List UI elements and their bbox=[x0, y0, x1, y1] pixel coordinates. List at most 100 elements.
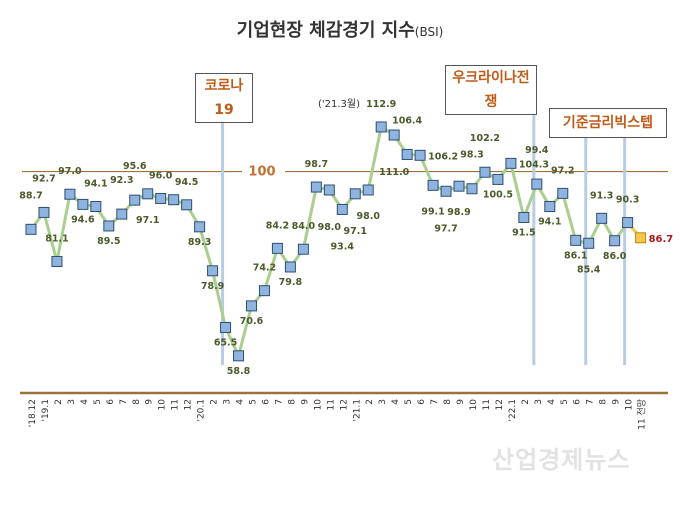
data-label: 98.0 bbox=[318, 222, 342, 233]
data-label: 98.9 bbox=[447, 207, 470, 218]
x-tick-label: 7 bbox=[430, 399, 440, 405]
data-marker bbox=[142, 188, 154, 200]
x-tick-label: 6 bbox=[106, 399, 116, 405]
data-marker bbox=[310, 181, 322, 193]
data-label: 94.1 bbox=[538, 216, 561, 227]
x-tick-label: '21.1 bbox=[352, 399, 362, 422]
data-label: 94.5 bbox=[175, 177, 198, 188]
x-tick-label: 12 bbox=[495, 399, 505, 410]
x-tick-label: 8 bbox=[599, 399, 609, 405]
x-tick-label: 2 bbox=[521, 399, 531, 405]
data-label: 97.1 bbox=[136, 215, 159, 226]
watermark: 산업경제뉴스 bbox=[492, 446, 631, 474]
data-label: 106.2 bbox=[428, 151, 458, 162]
data-marker bbox=[505, 157, 517, 169]
data-label: 112.9 bbox=[366, 99, 396, 110]
x-tick-label: 9 bbox=[300, 399, 310, 405]
data-marker bbox=[336, 203, 348, 215]
data-marker bbox=[103, 220, 115, 232]
x-tick-label: 11 bbox=[326, 399, 336, 410]
x-tick-label: 6 bbox=[573, 399, 583, 405]
x-tick-label: 3 bbox=[378, 399, 388, 405]
x-tick-label: 8 bbox=[132, 399, 142, 405]
x-tick-label: 9 bbox=[456, 399, 466, 405]
data-marker bbox=[64, 188, 76, 200]
data-marker bbox=[401, 148, 413, 160]
x-tick-label: 4 bbox=[80, 399, 90, 405]
data-marker bbox=[25, 223, 37, 235]
x-tick-label: 9 bbox=[612, 399, 622, 405]
data-label: 97.0 bbox=[58, 166, 82, 177]
x-tick-label: 10 bbox=[313, 399, 323, 411]
data-label: 98.3 bbox=[460, 150, 483, 161]
data-marker bbox=[440, 185, 452, 197]
event-box-rate: 기준금리빅스텝 bbox=[549, 108, 667, 138]
data-label: 111.0 bbox=[379, 167, 409, 178]
data-marker bbox=[544, 200, 556, 212]
data-label: 98.0 bbox=[356, 211, 380, 222]
data-label: 84.2 bbox=[266, 220, 289, 231]
reference-label: 100 bbox=[248, 165, 275, 180]
data-label: 104.3 bbox=[519, 159, 549, 170]
data-label: 92.3 bbox=[110, 175, 133, 186]
event-box-ukraine: 우크라이나전쟁 bbox=[445, 65, 537, 115]
data-label: 78.9 bbox=[201, 281, 224, 292]
data-marker bbox=[570, 234, 582, 246]
data-marker bbox=[349, 188, 361, 200]
data-marker bbox=[258, 285, 270, 297]
data-marker bbox=[375, 121, 387, 133]
data-marker bbox=[518, 211, 530, 223]
data-label: 99.4 bbox=[525, 145, 549, 156]
x-tick-label: 9 bbox=[145, 399, 155, 405]
data-label: 89.3 bbox=[188, 237, 211, 248]
data-label: 58.8 bbox=[227, 366, 251, 377]
x-tick-label: 10 bbox=[625, 399, 635, 411]
data-label: 96.0 bbox=[149, 170, 173, 181]
data-label: 91.5 bbox=[512, 227, 535, 238]
x-tick-label: 2 bbox=[210, 399, 220, 405]
x-tick-label: 10 bbox=[469, 399, 479, 411]
data-marker bbox=[609, 235, 621, 247]
data-marker bbox=[155, 192, 167, 204]
x-tick-label: 6 bbox=[417, 399, 427, 405]
data-marker bbox=[427, 179, 439, 191]
x-tick-label: 7 bbox=[274, 399, 284, 405]
data-marker bbox=[284, 261, 296, 273]
x-tick-label: 2 bbox=[54, 399, 64, 405]
x-tick-label: 4 bbox=[547, 399, 557, 405]
data-label: 74.2 bbox=[253, 263, 276, 274]
data-label: 84.0 bbox=[292, 221, 316, 232]
x-tick-label: 8 bbox=[287, 399, 297, 405]
data-marker bbox=[181, 199, 193, 211]
data-label: 92.7 bbox=[32, 173, 55, 184]
data-marker bbox=[194, 221, 206, 233]
data-marker bbox=[90, 200, 102, 212]
data-label: 81.1 bbox=[45, 233, 68, 244]
data-marker bbox=[323, 184, 335, 196]
data-marker bbox=[362, 184, 374, 196]
x-tick-label: 3 bbox=[223, 399, 233, 405]
x-tick-label: 4 bbox=[391, 399, 401, 405]
x-tick-label: 3 bbox=[67, 399, 77, 405]
data-label: 94.6 bbox=[71, 214, 95, 225]
x-tick-label: 5 bbox=[93, 399, 103, 405]
x-tick-label: 5 bbox=[248, 399, 258, 405]
x-tick-label: '18.12 bbox=[28, 399, 38, 427]
x-tick-label: 4 bbox=[236, 399, 246, 405]
data-marker bbox=[233, 350, 245, 362]
data-label: 102.2 bbox=[470, 133, 500, 144]
data-marker bbox=[297, 243, 309, 255]
data-label: 97.2 bbox=[551, 165, 574, 176]
data-marker bbox=[77, 198, 89, 210]
data-marker bbox=[207, 265, 219, 277]
data-marker bbox=[557, 187, 569, 199]
forecast-label: 86.7 bbox=[649, 234, 674, 245]
forecast-marker bbox=[635, 232, 647, 244]
data-label: 88.7 bbox=[19, 190, 42, 201]
data-label: 106.4 bbox=[392, 115, 422, 126]
data-label: 65.5 bbox=[214, 337, 237, 348]
data-label: 86.0 bbox=[603, 251, 627, 262]
x-tick-label: 5 bbox=[404, 399, 414, 405]
data-label: 70.6 bbox=[240, 316, 264, 327]
